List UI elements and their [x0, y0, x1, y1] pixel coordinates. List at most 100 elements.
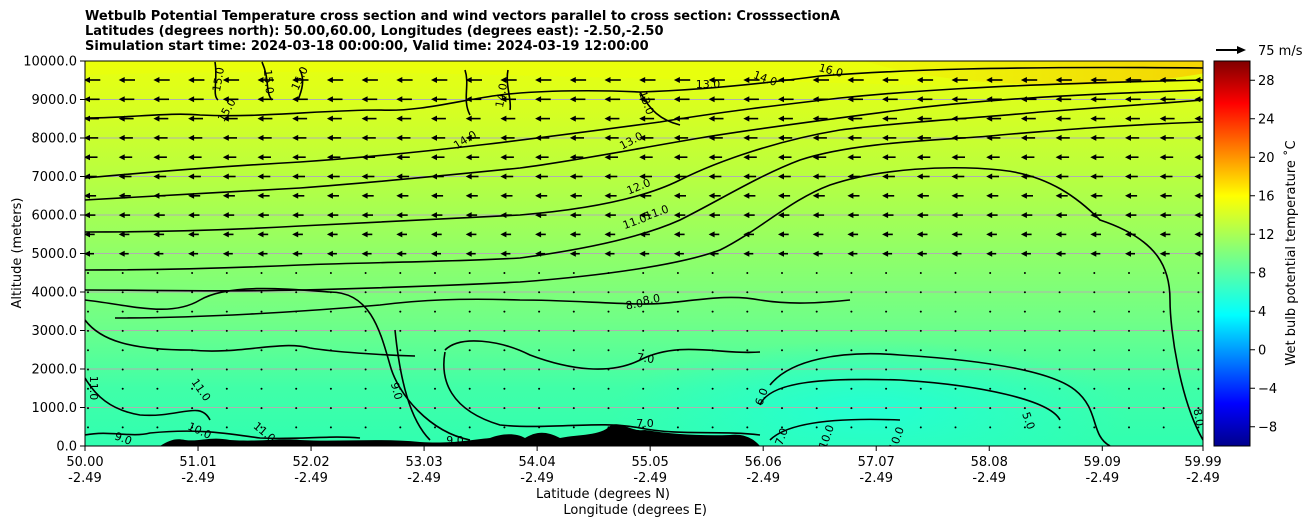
wind-vector: [156, 387, 159, 390]
wind-vector: [607, 407, 610, 410]
wind-vector: [431, 212, 443, 219]
x-tick-label-lon: -2.49: [520, 471, 554, 486]
wind-vector: [919, 368, 922, 371]
wind-vector: [431, 134, 446, 141]
wind-vector: [118, 134, 133, 141]
wind-vector: [399, 368, 402, 371]
wind-vector: [465, 250, 476, 257]
colorbar-tick-label: 24: [1258, 112, 1275, 127]
wind-vector: [503, 387, 506, 390]
wind-vector: [919, 310, 922, 313]
contour-line: [214, 61, 512, 116]
wind-vector: [1162, 387, 1165, 390]
wind-vector: [156, 272, 159, 274]
wind-vector: [951, 154, 966, 161]
wind-vector: [847, 96, 864, 103]
wind-vector: [919, 272, 922, 274]
wind-vector: [222, 96, 239, 103]
wind-vector: [329, 387, 332, 390]
wind-vector: [399, 407, 402, 410]
wind-vector: [465, 77, 483, 83]
wind-vector: [1020, 250, 1031, 257]
wind-vector: [1093, 272, 1096, 274]
wind-vector: [916, 231, 928, 238]
chart-title-line-3: Simulation start time: 2024-03-18 00:00:…: [85, 39, 649, 54]
wind-vector: [191, 349, 194, 352]
wind-vector: [1159, 134, 1174, 141]
wind-vector: [222, 134, 238, 141]
wind-vector: [954, 387, 957, 390]
wind-vector: [850, 329, 853, 332]
contour-line: [85, 430, 361, 440]
wind-vector: [916, 154, 931, 161]
wind-vector: [604, 96, 621, 103]
wind-vector: [569, 250, 580, 257]
wind-vector: [292, 173, 305, 180]
wind-vector: [1128, 368, 1130, 371]
wind-vector: [292, 231, 303, 238]
wind-vector: [295, 349, 298, 352]
contour-label: 11.0: [87, 376, 100, 401]
wind-vector: [1093, 368, 1096, 371]
wind-vector: [1125, 77, 1142, 83]
wind-vector: [676, 272, 679, 274]
wind-vector: [882, 250, 893, 257]
wind-vector: [954, 426, 957, 429]
wind-vector: [326, 115, 342, 122]
wind-vector: [743, 173, 757, 180]
wind-vector: [1055, 115, 1071, 122]
wind-vector: [535, 115, 551, 122]
wind-vector: [569, 231, 581, 238]
contour-label: 8.0: [1191, 408, 1207, 427]
wind-vector: [882, 115, 898, 122]
wind-vector: [1159, 250, 1170, 257]
wind-vector: [535, 250, 546, 257]
wind-vector: [781, 272, 783, 274]
wind-vector: [1058, 349, 1061, 352]
wind-vector: [847, 154, 861, 161]
wind-vector: [1162, 426, 1165, 429]
terrain-silhouette: [85, 424, 760, 446]
wind-vector: [1197, 349, 1200, 352]
wind-vector: [257, 192, 270, 199]
wind-vector: [295, 291, 298, 294]
wind-vector: [1194, 212, 1203, 219]
wind-vector: [434, 291, 436, 294]
contour-label: 7.0: [773, 426, 791, 447]
wind-vector: [916, 173, 930, 180]
contour-label: 7.0: [636, 351, 655, 366]
wind-vector: [500, 96, 517, 103]
wind-vector: [538, 349, 541, 352]
wind-vector: [188, 134, 203, 141]
wind-vector: [1197, 407, 1200, 410]
colorbar-tick-label: −8: [1258, 420, 1277, 435]
wind-vector: [1020, 96, 1037, 103]
wind-vector: [1023, 310, 1026, 313]
wind-vector: [191, 272, 194, 274]
colorbar-tick-label: 0: [1258, 343, 1266, 358]
wind-vector: [326, 212, 339, 219]
wind-vector: [295, 310, 298, 313]
wind-vector: [885, 291, 888, 294]
wind-vector: [916, 192, 929, 199]
wind-vector: [778, 231, 789, 238]
wind-vector: [434, 368, 436, 371]
wind-vector: [118, 250, 129, 257]
wind-vector: [569, 212, 582, 219]
contour-line: [85, 377, 211, 421]
wind-vector: [1194, 250, 1203, 257]
wind-vector: [225, 291, 228, 294]
wind-vector: [746, 329, 749, 332]
wind-vector: [781, 329, 783, 332]
wind-vector: [1020, 212, 1033, 219]
wind-vector: [396, 134, 411, 141]
x-tick-label-lon: -2.49: [1085, 471, 1119, 486]
wind-vector: [916, 96, 933, 103]
contour-label: 7.0: [636, 417, 654, 430]
wind-vector: [500, 192, 513, 199]
colorbar-tick-label: 12: [1258, 228, 1275, 243]
wind-vector: [1055, 192, 1068, 199]
wind-vector: [639, 250, 650, 257]
wind-vector: [642, 387, 645, 390]
wind-vector: [431, 77, 448, 83]
